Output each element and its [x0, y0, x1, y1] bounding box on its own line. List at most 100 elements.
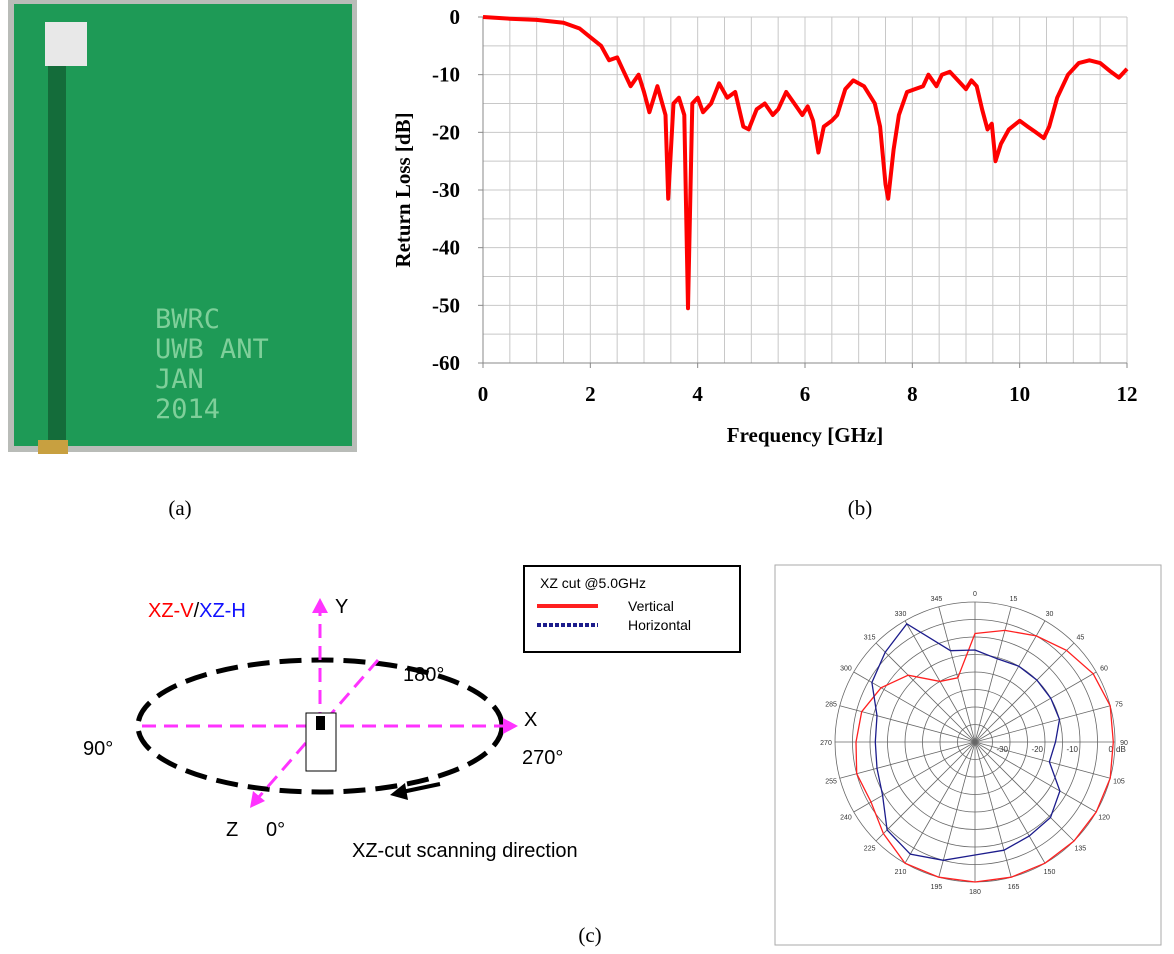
x-tick-label: 10	[1009, 382, 1030, 406]
spoke	[938, 741, 976, 878]
angle-label: 180°	[403, 664, 444, 686]
angle-label: 270	[820, 740, 832, 747]
spoke	[875, 642, 976, 743]
title-part: XZ-H	[199, 600, 246, 622]
x-tick-label: 12	[1117, 382, 1138, 406]
angle-label: 285	[825, 701, 837, 708]
photo: BWRC UWB ANT JAN 2014	[8, 0, 357, 454]
x-axis-label: Frequency [GHz]	[727, 423, 884, 447]
pcb-text: BWRC	[155, 304, 220, 335]
spoke	[974, 620, 1046, 743]
angle-label: 135	[1075, 845, 1087, 852]
y-tick-label: -40	[432, 236, 460, 260]
legend-label: Vertical	[628, 598, 674, 614]
pcb	[14, 4, 352, 446]
spoke	[974, 741, 1012, 878]
r-tick-label: 0	[1109, 745, 1114, 754]
return-loss-chart: 0 2 4 6 8 10 12 0 -10 -20 -30 -40 -50 -60 Frequency [G…	[391, 5, 1138, 447]
z-arrow	[250, 791, 265, 808]
spoke	[875, 741, 976, 842]
x-tick-label: 8	[907, 382, 918, 406]
polar-line	[871, 622, 1061, 861]
x-arrow	[503, 718, 518, 734]
trace	[48, 60, 66, 440]
polar-chart: 0 15 30 45 60 75 90 105 120 135 150 165 180 195 210 225…	[820, 591, 1128, 896]
angle-label: 225	[864, 845, 876, 852]
angle-label: 180	[969, 889, 981, 896]
angle-label: 270°	[522, 747, 563, 769]
pcb-text: 2014	[155, 394, 220, 425]
chip	[316, 716, 325, 730]
angle-label: 90	[1120, 740, 1128, 747]
angle-label: 330	[895, 611, 907, 618]
y-arrow	[312, 598, 328, 613]
angle-label: 195	[931, 884, 943, 891]
angle-label: 30	[1046, 611, 1054, 618]
spoke	[974, 705, 1111, 743]
r-tick-label: -20	[1031, 745, 1043, 754]
y-tick-label: -20	[432, 120, 460, 144]
y-axis-label: Return Loss [dB]	[391, 112, 415, 267]
scan-arrowhead	[390, 783, 408, 800]
axis-label: Y	[335, 596, 348, 618]
spoke	[938, 606, 976, 743]
data-line	[482, 15, 1129, 311]
spoke	[853, 741, 976, 813]
angle-label: 210	[895, 869, 907, 876]
angle-label: 120	[1098, 815, 1110, 822]
angle-label: 240	[840, 815, 852, 822]
y-tick-label: -60	[432, 351, 460, 375]
title-part: /	[194, 600, 200, 622]
polar-line	[855, 629, 1114, 883]
legend-title: XZ cut @5.0GHz	[540, 575, 646, 591]
y-tick-label: -10	[432, 63, 460, 87]
x-tick-label: 2	[585, 382, 596, 406]
axis-label: X	[524, 709, 537, 731]
connector	[38, 440, 68, 454]
polar-frame	[774, 564, 1162, 946]
spoke	[974, 606, 1012, 743]
chip	[45, 22, 87, 66]
r-unit: dB	[1116, 745, 1126, 754]
angle-label: 150	[1044, 869, 1056, 876]
legend-box	[523, 565, 741, 653]
angle-label: 90°	[83, 738, 113, 760]
y-tick-label: 0	[450, 5, 461, 29]
y-tick-label: -30	[432, 178, 460, 202]
spoke	[839, 741, 976, 779]
scan-arrow	[401, 782, 441, 794]
angle-label: 0	[973, 591, 977, 598]
x-tick-label: 0	[478, 382, 489, 406]
title-part: XZ-V	[148, 600, 194, 622]
angle-label: 45	[1076, 635, 1084, 642]
spoke	[853, 671, 976, 743]
y-tick-label: -50	[432, 293, 460, 317]
x-tick-label: 6	[800, 382, 811, 406]
angle-label: 105	[1113, 779, 1125, 786]
angle-label: 345	[931, 596, 943, 603]
axis-label: Z	[226, 819, 238, 841]
angle-label: 0°	[266, 819, 285, 841]
spoke	[974, 741, 1111, 779]
angle-label: 255	[825, 779, 837, 786]
pcb-labels: BWRC UWB ANT JAN 2014	[155, 304, 269, 425]
legend: XZ cut @5.0GHz Vertical Horizontal	[537, 575, 691, 633]
angle-label: 315	[864, 635, 876, 642]
pcb-text: JAN	[155, 364, 204, 395]
angle-label: 300	[840, 666, 852, 673]
spoke	[974, 642, 1075, 743]
caption: (b)	[848, 496, 873, 520]
angle-label: 15	[1010, 596, 1018, 603]
scan-diagram: XZ-V/XZ-H Y 180° X 90° 270° Z 0° XZ-cut …	[83, 596, 578, 862]
r-tick-label: -30	[996, 745, 1008, 754]
angle-label: 60	[1100, 666, 1108, 673]
r-tick-label: -10	[1066, 745, 1078, 754]
spoke	[904, 741, 976, 864]
spoke	[974, 741, 1046, 864]
x-tick-label: 4	[692, 382, 703, 406]
scan-label: XZ-cut scanning direction	[352, 840, 578, 862]
caption: (c)	[578, 923, 601, 947]
spoke	[974, 741, 1097, 813]
pcb-text: UWB ANT	[155, 334, 269, 365]
